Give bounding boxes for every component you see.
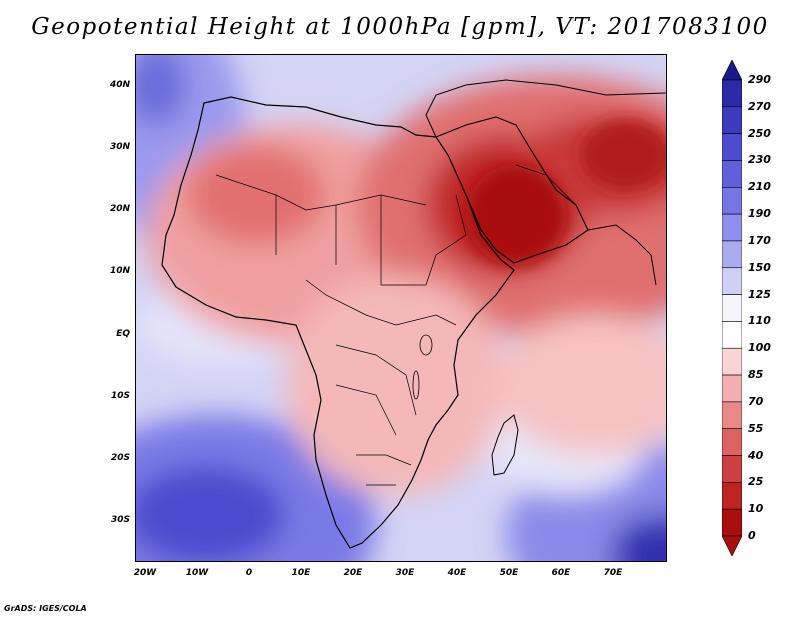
lon-tick-0: 0 xyxy=(245,568,253,578)
colorbar-swatch xyxy=(722,106,742,134)
colorbar-swatch xyxy=(722,79,742,108)
colorbar-label: 55 xyxy=(748,421,764,435)
colorbar-label: 150 xyxy=(748,260,771,274)
colorbar-swatch xyxy=(722,455,742,483)
lon-tick-10w: 10W xyxy=(185,568,209,578)
colorbar-swatch xyxy=(722,347,742,376)
lon-tick-20e: 20E xyxy=(343,568,363,578)
asia-coastline xyxy=(425,79,666,286)
colorbar-label: 100 xyxy=(748,341,771,355)
colorbar-swatch xyxy=(722,374,742,403)
colorbar-label: 250 xyxy=(748,126,771,140)
colorbar-swatch xyxy=(722,428,742,456)
country-borders xyxy=(215,164,577,486)
lon-tick-20w: 20W xyxy=(133,568,157,578)
colorbar-swatch xyxy=(722,133,742,161)
colorbar-label: 10 xyxy=(748,502,764,516)
colorbar-swatch xyxy=(722,186,742,215)
colorbar-label: 190 xyxy=(748,207,771,221)
colorbar-label: 40 xyxy=(748,448,764,462)
colorbar-label: 125 xyxy=(748,287,771,301)
madagascar-coastline xyxy=(491,414,519,476)
colorbar-label: 290 xyxy=(748,73,771,86)
lon-tick-70e: 70E xyxy=(603,568,623,578)
colorbar-label: 85 xyxy=(748,368,764,382)
colorbar-label: 270 xyxy=(748,99,771,113)
map-plot-area xyxy=(135,54,667,562)
lon-tick-40e: 40E xyxy=(447,568,467,578)
colorbar-label: 0 xyxy=(748,529,756,542)
lat-tick-20s: 20S xyxy=(110,453,130,463)
colorbar-swatch xyxy=(722,321,742,349)
africa-coastline xyxy=(161,96,515,549)
colorbar-label: 210 xyxy=(748,180,771,194)
colorbar-label: 110 xyxy=(748,314,771,328)
lon-tick-60e: 60E xyxy=(551,568,571,578)
colorbar-swatch xyxy=(722,160,742,188)
field-shading xyxy=(136,55,666,561)
arabia-coastline xyxy=(435,116,589,264)
lat-tick-30n: 30N xyxy=(109,142,130,152)
colorbar xyxy=(722,60,742,556)
lon-tick-30e: 30E xyxy=(395,568,415,578)
colorbar-top-arrow xyxy=(722,60,742,81)
colorbar-swatch xyxy=(722,508,742,537)
colorbar-bottom-arrow xyxy=(722,535,742,556)
lon-tick-50e: 50E xyxy=(499,568,519,578)
colorbar-label: 230 xyxy=(748,153,771,167)
map-title: Geopotential Height at 1000hPa [gpm], VT… xyxy=(31,14,769,40)
colorbar-label: 25 xyxy=(748,475,764,489)
colorbar-swatch xyxy=(722,267,742,295)
colorbar-swatch xyxy=(722,240,742,269)
height-field-map xyxy=(136,55,666,561)
colorbar-swatch xyxy=(722,401,742,430)
lat-tick-40n: 40N xyxy=(109,80,130,90)
lon-tick-10e: 10E xyxy=(291,568,311,578)
lat-tick-20n: 20N xyxy=(109,204,130,214)
lat-tick-30s: 30S xyxy=(110,515,130,525)
lat-tick-eq: EQ xyxy=(116,329,130,339)
lat-tick-10n: 10N xyxy=(109,266,130,276)
colorbar-swatch xyxy=(722,482,742,510)
lat-tick-10s: 10S xyxy=(110,391,130,401)
colorbar-label: 70 xyxy=(748,394,764,408)
colorbar-label: 170 xyxy=(748,233,771,247)
grads-credit: GrADS: IGES/COLA xyxy=(4,604,87,613)
colorbar-swatch xyxy=(722,294,742,322)
colorbar-swatch xyxy=(722,213,742,242)
